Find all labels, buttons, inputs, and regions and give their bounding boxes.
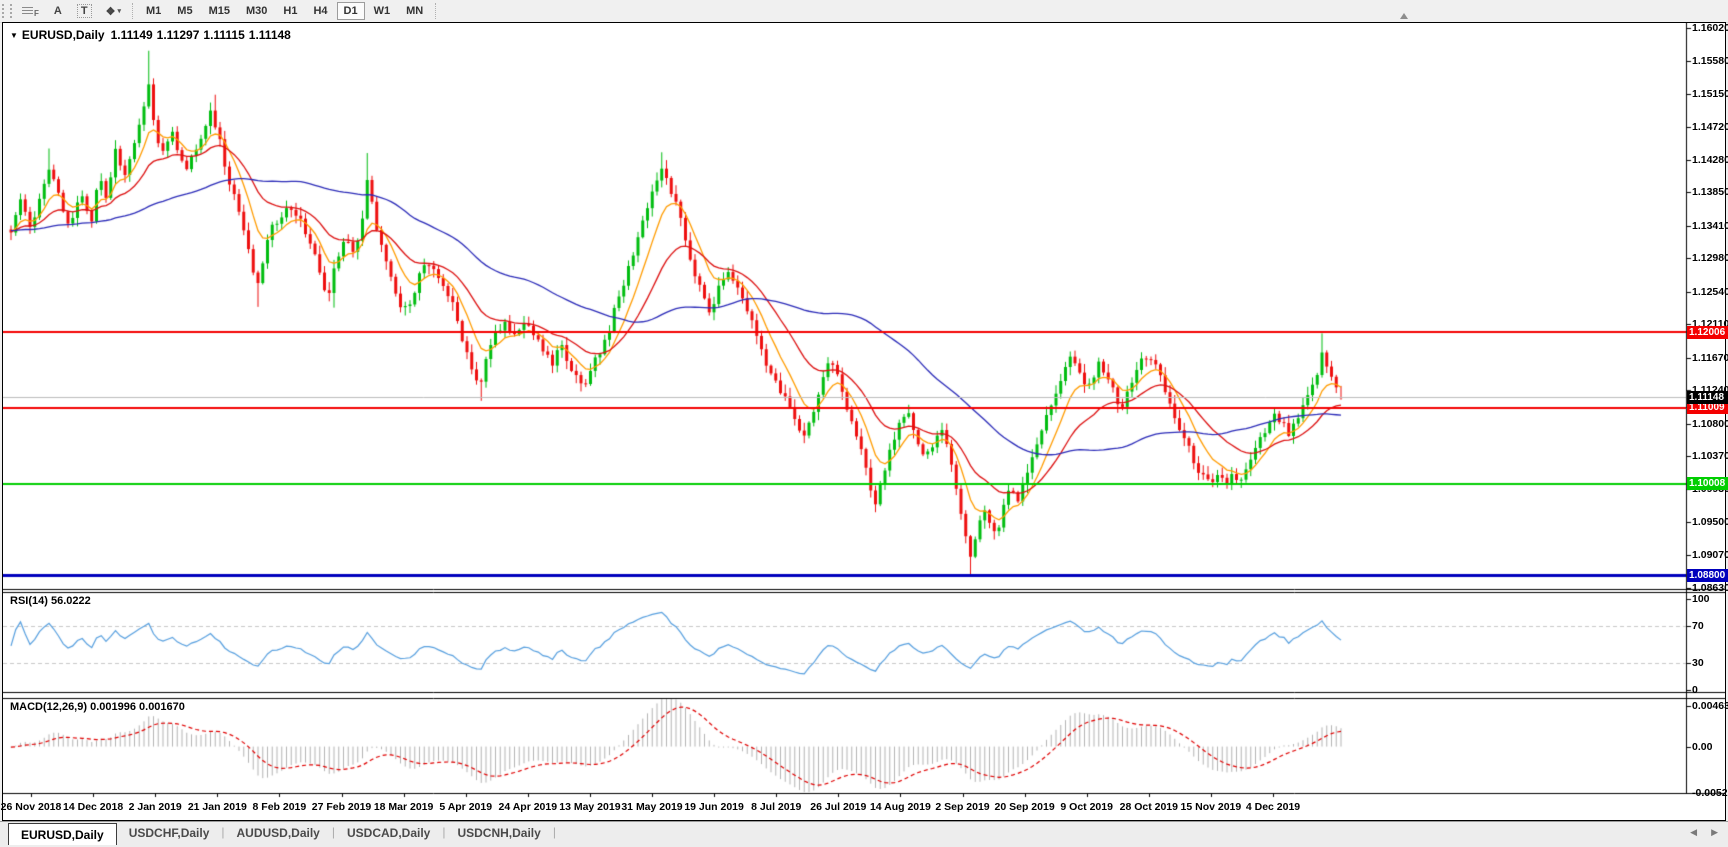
chart-tab-usdcnh[interactable]: USDCNH,Daily bbox=[457, 826, 541, 840]
chart-tab-bar: EURUSD,Daily USDCHF,Daily | AUDUSD,Daily | US… bbox=[0, 821, 1728, 847]
chart-canvas[interactable] bbox=[3, 23, 1725, 820]
chart-window: ▼ EURUSD,Daily 1.11149 1.11297 1.11115 1.1114… bbox=[1, 22, 1728, 821]
timeframe-button-m1[interactable]: M1 bbox=[139, 2, 168, 20]
timeframe-button-mn[interactable]: MN bbox=[399, 2, 430, 20]
timeframe-button-m15[interactable]: M15 bbox=[202, 2, 237, 20]
timeframe-button-m30[interactable]: M30 bbox=[239, 2, 274, 20]
toolbar-separator bbox=[132, 3, 134, 19]
chart-tab-eurusd[interactable]: EURUSD,Daily bbox=[8, 823, 117, 845]
tab-separator: | bbox=[552, 825, 556, 839]
chart-tab-audusd[interactable]: AUDUSD,Daily bbox=[236, 826, 320, 840]
chart-shift-marker[interactable] bbox=[1400, 13, 1408, 19]
chart-tab-usdcad[interactable]: USDCAD,Daily bbox=[346, 826, 431, 840]
toolbar-separator bbox=[435, 3, 437, 19]
grid-icon bbox=[22, 6, 33, 16]
shapes-button[interactable]: ❖ ▾ bbox=[101, 2, 126, 20]
text-label-button[interactable]: T bbox=[72, 2, 97, 20]
toolbar-drag-handle[interactable] bbox=[2, 4, 12, 18]
t-icon: T bbox=[76, 4, 92, 18]
top-toolbar: F A T ❖ ▾ M1 M5 M15 M30 H1 H4 D1 W1 MN bbox=[0, 0, 1728, 23]
timeframe-group: M1 M5 M15 M30 H1 H4 D1 W1 MN bbox=[138, 2, 431, 20]
tab-scroll-left-icon[interactable]: ◀ bbox=[1690, 827, 1698, 837]
shapes-icon: ❖ bbox=[105, 5, 116, 18]
crosshair-button[interactable]: A bbox=[48, 2, 68, 20]
tab-scroll-controls: ◀ ▶ bbox=[1690, 827, 1718, 838]
timeframe-button-d1[interactable]: D1 bbox=[336, 2, 365, 20]
timeframe-button-m5[interactable]: M5 bbox=[170, 2, 199, 20]
tab-scroll-right-icon[interactable]: ▶ bbox=[1711, 827, 1718, 837]
tab-separator: | bbox=[221, 825, 225, 839]
tab-separator: | bbox=[442, 825, 446, 839]
chevron-down-icon: ▾ bbox=[117, 8, 122, 15]
tab-separator: | bbox=[331, 825, 335, 839]
indicator-windows-button[interactable]: F bbox=[17, 2, 44, 20]
timeframe-button-h4[interactable]: H4 bbox=[306, 2, 334, 20]
a-icon: A bbox=[53, 5, 62, 17]
chart-tab-usdchf[interactable]: USDCHF,Daily bbox=[128, 826, 210, 840]
timeframe-button-w1[interactable]: W1 bbox=[367, 2, 398, 20]
f-icon: F bbox=[34, 9, 39, 18]
timeframe-button-h1[interactable]: H1 bbox=[276, 2, 304, 20]
